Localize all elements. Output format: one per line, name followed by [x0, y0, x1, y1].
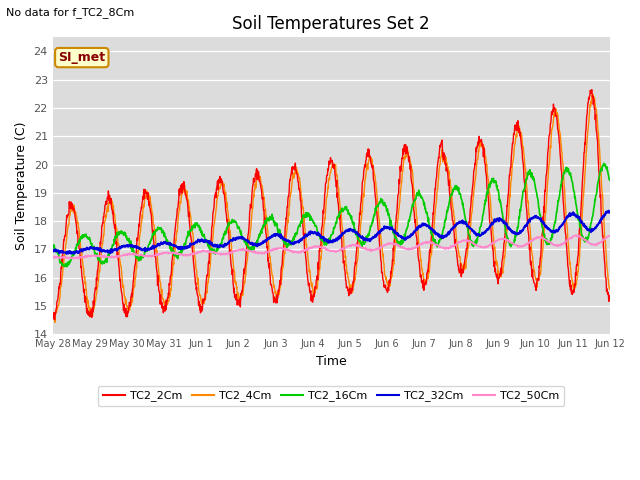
Line: TC2_32Cm: TC2_32Cm [52, 211, 609, 254]
Line: TC2_16Cm: TC2_16Cm [52, 163, 609, 266]
TC2_4Cm [236, 296, 243, 301]
TC2_50Cm [605, 233, 613, 239]
Text: SI_met: SI_met [58, 51, 106, 64]
TC2_50Cm [49, 254, 56, 260]
Text: No data for f_TC2_8Cm: No data for f_TC2_8Cm [6, 7, 134, 18]
TC2_4Cm [491, 244, 499, 250]
TC2_16Cm [159, 228, 167, 234]
Y-axis label: Soil Temperature (C): Soil Temperature (C) [15, 121, 28, 250]
TC2_32Cm [540, 220, 548, 226]
TC2_2Cm [49, 312, 56, 318]
TC2_50Cm [69, 256, 77, 262]
TC2_16Cm [62, 264, 70, 269]
TC2_16Cm [173, 252, 180, 257]
TC2_4Cm [589, 92, 596, 97]
TC2_32Cm [605, 209, 613, 215]
TC2_4Cm [49, 310, 56, 316]
Line: TC2_2Cm: TC2_2Cm [52, 90, 609, 320]
TC2_16Cm [540, 231, 548, 237]
TC2_50Cm [491, 239, 499, 245]
TC2_50Cm [540, 236, 548, 242]
TC2_2Cm [418, 278, 426, 284]
Line: TC2_4Cm: TC2_4Cm [52, 95, 609, 323]
TC2_50Cm [236, 247, 243, 252]
TC2_2Cm [491, 259, 499, 264]
TC2_4Cm [159, 297, 167, 302]
X-axis label: Time: Time [316, 355, 346, 368]
TC2_32Cm [159, 240, 167, 246]
TC2_4Cm [605, 286, 613, 292]
Legend: TC2_2Cm, TC2_4Cm, TC2_16Cm, TC2_32Cm, TC2_50Cm: TC2_2Cm, TC2_4Cm, TC2_16Cm, TC2_32Cm, TC… [98, 386, 564, 406]
TC2_50Cm [418, 240, 426, 246]
TC2_32Cm [418, 222, 426, 228]
TC2_16Cm [418, 195, 426, 201]
TC2_16Cm [491, 179, 499, 184]
TC2_32Cm [236, 235, 243, 240]
Title: Soil Temperatures Set 2: Soil Temperatures Set 2 [232, 15, 430, 33]
TC2_16Cm [49, 242, 56, 248]
TC2_50Cm [173, 252, 180, 257]
TC2_2Cm [51, 317, 58, 323]
TC2_32Cm [173, 244, 180, 250]
TC2_16Cm [600, 160, 607, 166]
TC2_16Cm [236, 224, 243, 230]
TC2_2Cm [540, 204, 548, 210]
TC2_2Cm [173, 212, 180, 218]
TC2_50Cm [572, 232, 580, 238]
TC2_32Cm [491, 216, 499, 222]
TC2_16Cm [605, 177, 613, 183]
TC2_4Cm [173, 228, 180, 234]
TC2_2Cm [159, 310, 167, 316]
TC2_4Cm [418, 266, 426, 272]
TC2_32Cm [63, 251, 70, 257]
TC2_2Cm [588, 87, 596, 93]
Line: TC2_50Cm: TC2_50Cm [52, 235, 609, 259]
TC2_2Cm [236, 302, 243, 308]
TC2_50Cm [159, 251, 167, 256]
TC2_2Cm [605, 293, 613, 299]
TC2_32Cm [605, 208, 612, 214]
TC2_32Cm [49, 248, 56, 253]
TC2_4Cm [540, 232, 548, 238]
TC2_4Cm [51, 320, 59, 325]
